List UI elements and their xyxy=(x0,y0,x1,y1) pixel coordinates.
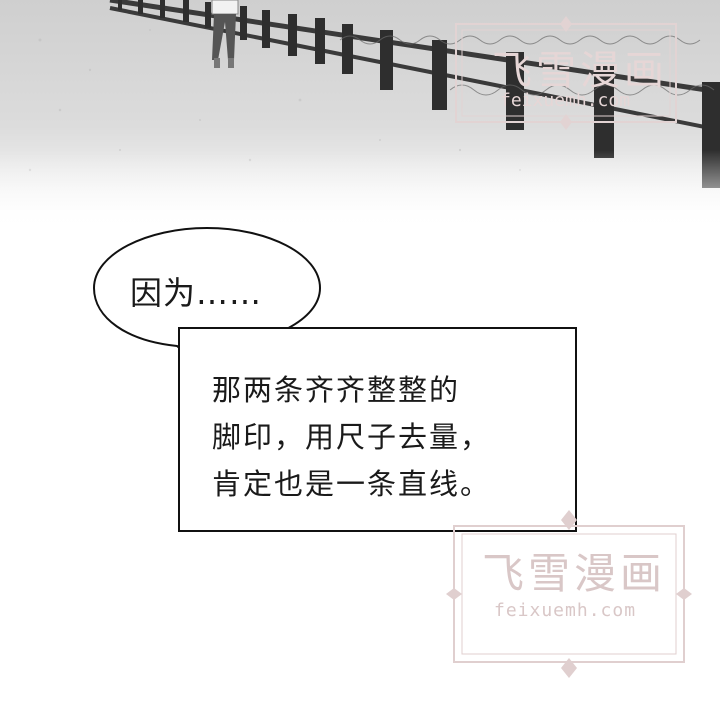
watermark-title: 飞雪漫画 xyxy=(482,549,667,598)
watermark-domain: feixuemh.com xyxy=(500,90,631,111)
watermark-title: 飞雪漫画 xyxy=(492,48,668,94)
walking-person xyxy=(211,0,239,68)
beach-fence-panel xyxy=(0,0,720,230)
caption-line-2: 脚印，用尺子去量， xyxy=(212,420,492,454)
caption-line-3: 肯定也是一条直线。 xyxy=(212,467,492,501)
watermark-domain: feixuemh.com xyxy=(494,600,637,621)
watermark-top: 飞雪漫画 feixuemh.com xyxy=(448,14,684,134)
wooden-fence xyxy=(109,0,720,132)
caption-line-1: 那两条齐齐整整的 xyxy=(212,373,461,407)
watermark-bottom: 飞雪漫画 feixuemh.com xyxy=(444,508,694,684)
watermark-seal-icon xyxy=(446,510,692,678)
caption-text: 那两条齐齐整整的 脚印，用尺子去量， 肯定也是一条直线。 xyxy=(212,367,491,508)
speech-bubble-text: 因为…… xyxy=(130,274,263,312)
watermark-frame-icon xyxy=(455,16,677,130)
caption-box: 那两条齐齐整整的 脚印，用尺子去量， 肯定也是一条直线。 xyxy=(178,327,577,532)
